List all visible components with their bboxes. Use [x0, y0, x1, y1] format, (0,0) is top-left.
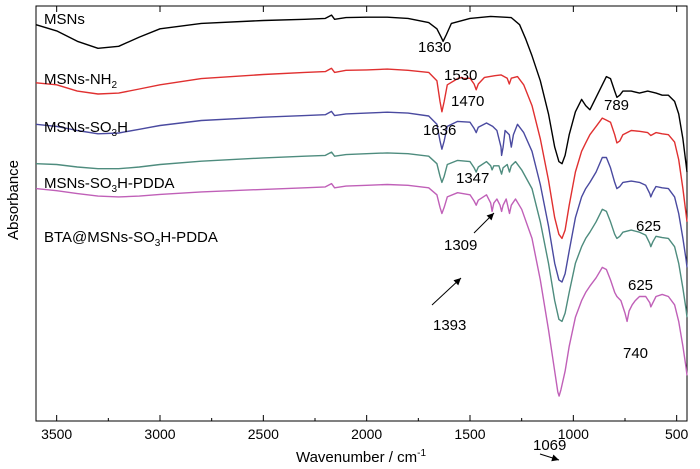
arrow-1347-head [486, 213, 494, 221]
annotation-1: 1530 [444, 67, 477, 84]
annotation-8: 625 [628, 277, 653, 294]
y-axis-label: Absorbance [5, 160, 22, 240]
annotation-5: 1347 [456, 170, 489, 187]
annotation-9: 1393 [433, 317, 466, 334]
x-tick-label-3500: 3500 [41, 426, 72, 442]
annotation-0: 1630 [418, 39, 451, 56]
x-tick-label-1500: 1500 [454, 426, 485, 442]
x-axis-label: Wavenumber / cm-1 [296, 448, 426, 466]
x-tick-label-1000: 1000 [558, 426, 589, 442]
series-group [35, 14, 688, 397]
series-labels: MSNs MSNs-NH2 MSNs-SO3H MSNs-SO3H-PDDA BTA@M… [44, 11, 218, 249]
series-label-4: BTA@MSNs-SO3H-PDDA [44, 229, 218, 249]
x-tick-label-2000: 2000 [351, 426, 382, 442]
arrow-1393-head [453, 278, 461, 286]
x-axis-label-text: Wavenumber / cm [296, 449, 417, 466]
peak-annotations: 1630 1530 1470 789 1636 1347 625 1309 625 1393 740… [418, 39, 661, 462]
annotation-3: 789 [604, 97, 629, 114]
annotation-7: 1309 [444, 237, 477, 254]
series-label-3: MSNs-SO3H-PDDA [44, 175, 175, 195]
arrow-1069-head [551, 454, 559, 462]
x-tick-label-3000: 3000 [144, 426, 175, 442]
series-label-0: MSNs [44, 11, 85, 28]
x-tick-label-500: 500 [665, 426, 689, 442]
x-axis-ticks: 3500 3000 2500 2000 1500 1000 500 [41, 6, 689, 442]
annotation-10: 740 [623, 345, 648, 362]
annotation-4: 1636 [423, 122, 456, 139]
series-line-2 [35, 110, 688, 283]
series-line-1 [35, 67, 688, 240]
plot-frame [35, 5, 688, 422]
annotation-6: 625 [636, 218, 661, 235]
x-axis-label-sup: -1 [417, 448, 426, 459]
series-line-4 [35, 182, 688, 397]
series-label-1: MSNs-NH2 [44, 71, 118, 91]
x-tick-label-2500: 2500 [248, 426, 279, 442]
series-line-0 [35, 14, 688, 173]
annotation-11: 1069 [533, 437, 566, 454]
annotation-2: 1470 [451, 93, 484, 110]
series-line-3 [35, 151, 688, 323]
series-label-2: MSNs-SO3H [44, 119, 128, 139]
